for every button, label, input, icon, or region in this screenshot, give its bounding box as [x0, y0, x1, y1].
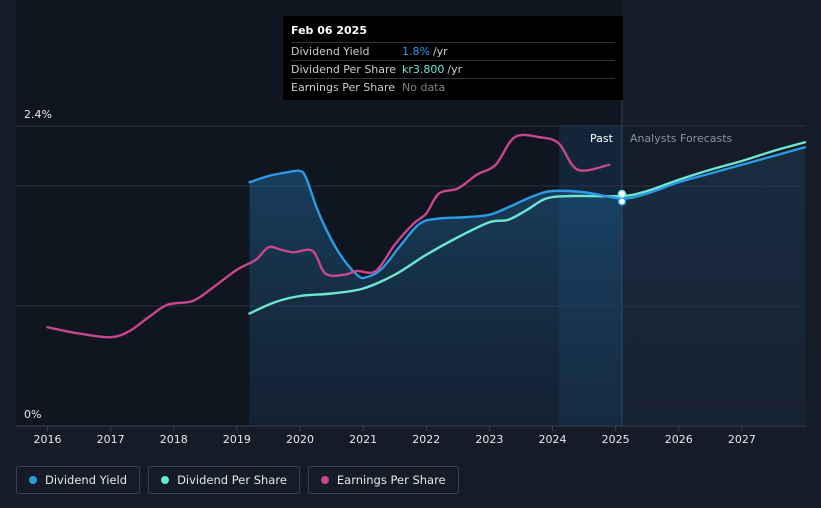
x-tick-label: 2018 — [160, 433, 188, 446]
x-tick-label: 2023 — [475, 433, 503, 446]
legend-label: Earnings Per Share — [336, 473, 446, 487]
x-tick-label: 2017 — [97, 433, 125, 446]
legend-dot-icon — [161, 476, 170, 484]
tooltip-value: 1.8% — [402, 45, 430, 58]
tooltip-value: No data — [402, 81, 446, 94]
current-markers — [617, 189, 627, 206]
tooltip-date: Feb 06 2025 — [291, 24, 367, 37]
tooltip: Feb 06 2025 Dividend Yield 1.8% /yr Divi… — [283, 16, 623, 100]
series-lines — [46, 133, 807, 339]
tooltip-unit: /yr — [432, 45, 448, 58]
tooltip-label: Earnings Per Share — [291, 81, 396, 94]
x-axis: 2016 2017 2018 2019 2020 2021 2022 2023 2024 2025… — [34, 426, 756, 446]
legend: Dividend Yield Dividend Per Share Earnin… — [16, 466, 459, 494]
earnings-per-share-line — [46, 133, 611, 339]
dividend-per-share-marker — [617, 189, 627, 199]
legend-label: Dividend Per Share — [177, 473, 287, 487]
legend-item-dividend-per-share[interactable]: Dividend Per Share — [148, 466, 300, 494]
x-tick-label: 2019 — [223, 433, 251, 446]
x-tick-label: 2021 — [349, 433, 377, 446]
legend-item-earnings-per-share[interactable]: Earnings Per Share — [307, 466, 459, 494]
x-tick-label: 2020 — [286, 433, 314, 446]
x-tick-label: 2022 — [412, 433, 440, 446]
tooltip-label: Dividend Per Share — [291, 63, 397, 76]
tooltip-row-dividend-yield: Dividend Yield 1.8% /yr — [291, 42, 615, 60]
tooltip-value: kr3.800 — [402, 63, 445, 76]
y-tick-label: 0% — [24, 408, 41, 421]
legend-dot-icon — [320, 476, 329, 484]
past-label: Past — [590, 132, 614, 145]
y-axis: 0% 2.4% — [24, 108, 52, 421]
x-tick-label: 2016 — [34, 433, 62, 446]
tooltip-unit: /yr — [447, 63, 463, 76]
forecast-label: Analysts Forecasts — [630, 132, 733, 145]
legend-dot-icon — [29, 476, 37, 484]
forecast-area — [621, 147, 805, 426]
dividend-yield-area — [249, 170, 622, 426]
dividend-yield-line — [248, 146, 807, 280]
legend-item-dividend-yield[interactable]: Dividend Yield — [16, 466, 141, 494]
x-tick-label: 2027 — [728, 433, 756, 446]
tooltip-row-dividend-per-share: Dividend Per Share kr3.800 /yr — [291, 60, 615, 78]
y-tick-label: 2.4% — [24, 108, 52, 121]
dividend-per-share-line — [248, 141, 807, 315]
x-tick-label: 2024 — [539, 433, 567, 446]
legend-label: Dividend Yield — [45, 473, 128, 487]
x-tick-label: 2026 — [665, 433, 693, 446]
tooltip-row-earnings-per-share: Earnings Per Share No data — [291, 78, 615, 96]
dividend-yield-marker — [617, 197, 627, 206]
x-tick-label: 2025 — [602, 433, 630, 446]
tooltip-label: Dividend Yield — [291, 45, 370, 58]
